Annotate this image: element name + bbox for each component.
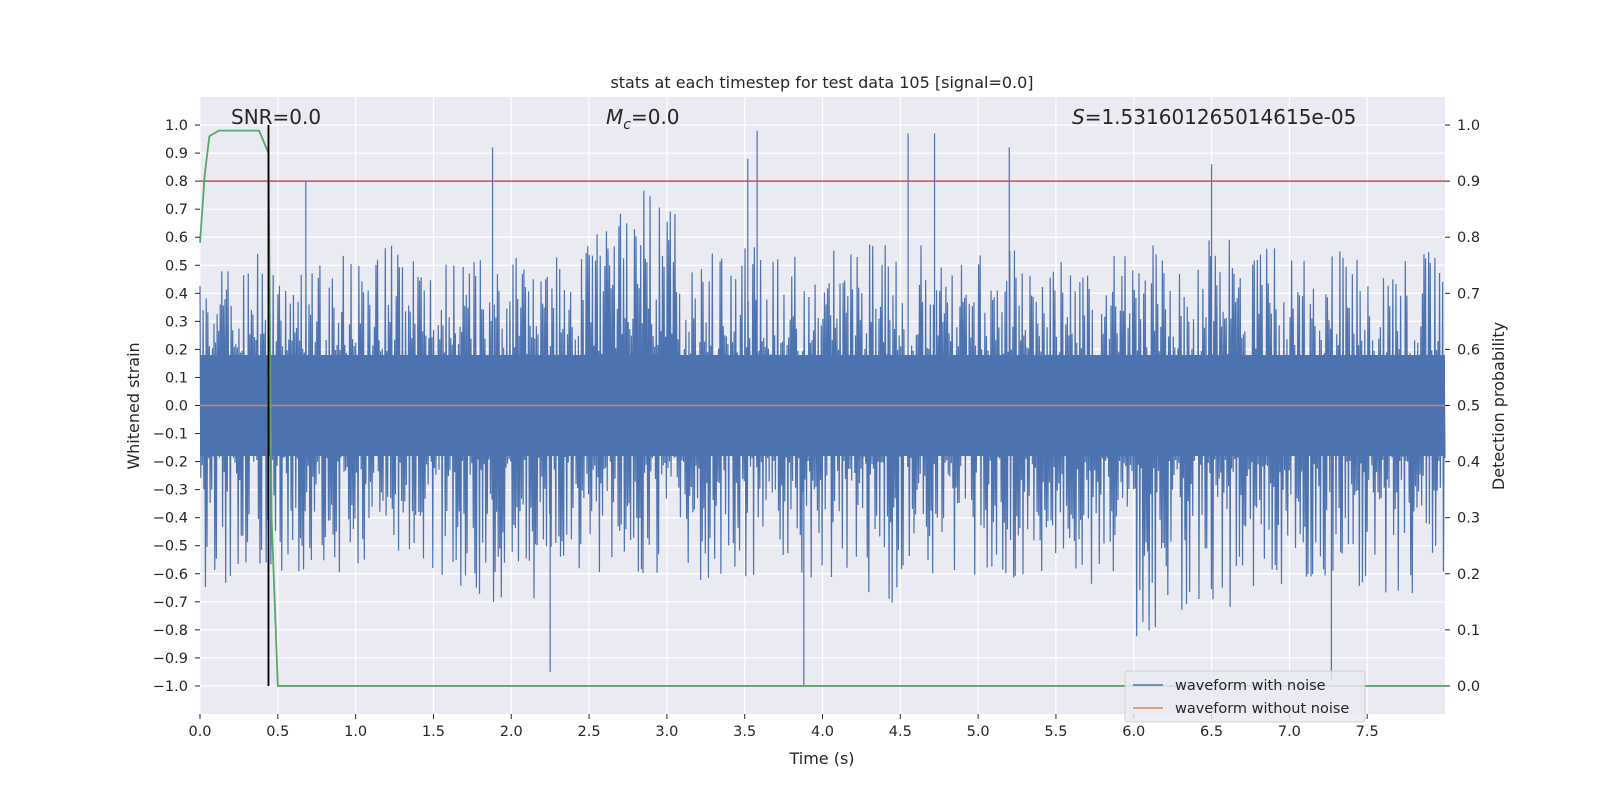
y-tick-label: 0.9 [165,146,188,162]
probability-line [199,129,1445,687]
x-tick-label: 6.0 [1122,724,1145,740]
y2-tick-label: 0.8 [1457,230,1480,246]
legend-label-noise: waveform with noise [1175,678,1326,694]
x-tick-label: 7.5 [1356,724,1379,740]
x-tick-label: 7.0 [1278,724,1301,740]
y-tick-label: −0.4 [153,511,188,527]
y-tick-label: −0.7 [153,595,188,611]
y-tick-label: −0.2 [153,455,188,471]
y-tick-label: 0.4 [165,286,188,302]
x-tick-label: 2.5 [578,724,601,740]
y2-axis-label: Detection probability [1489,322,1508,490]
y2-tick-label: 0.0 [1457,679,1480,695]
y-tick-label: 0.3 [165,314,188,330]
y2-tick-label: 0.3 [1457,511,1480,527]
legend-box [1124,670,1366,723]
x-tick-label: 2.0 [500,724,523,740]
y-tick-label: −0.3 [153,483,188,499]
chirp-mass-subscript: c [623,117,631,133]
x-tick-label: 1.5 [422,724,445,740]
y-tick-label: −0.8 [153,623,188,639]
y2-tick-label: 0.7 [1457,286,1480,302]
chart-title: stats at each timestep for test data 105… [610,73,1033,92]
x-tick-label: 3.0 [655,724,678,740]
s-symbol: S [1072,105,1085,129]
y-tick-label: −0.6 [153,567,188,583]
y-tick-label: 0.5 [165,258,188,274]
legend-label-clean: waveform without noise [1175,701,1349,717]
x-tick-label: 3.5 [733,724,756,740]
chirp-mass-annotation: Mc=0.0 [606,105,680,133]
y-tick-label: 0.7 [165,202,188,218]
y-axis-ticks: 1.0 0.9 0.8 0.7 0.6 0.5 0.4 0.3 0.2 0.1 0.0 −0.1 −0.… [153,118,200,695]
s-value: =1.531601265014615e-05 [1085,105,1357,129]
y-tick-label: 0.0 [165,399,188,415]
x-axis-ticks: 0.0 0.5 1.0 1.5 2.0 2.5 3.0 3.5 4.0 4.5 5.0 5.5 6.0 6… [188,714,1379,740]
y-tick-label: −0.1 [153,427,188,443]
x-tick-label: 5.5 [1044,724,1067,740]
y2-tick-label: 0.4 [1457,455,1480,471]
x-tick-label: 0.5 [266,724,289,740]
y2-axis-ticks: 1.0 0.9 0.8 0.7 0.6 0.5 0.4 0.3 0.2 0.1 0.0 [1445,118,1480,695]
chirp-mass-value: =0.0 [631,105,680,129]
y-tick-label: 0.8 [165,174,188,190]
noise-line [199,130,1446,686]
y-tick-label: 0.2 [165,342,188,358]
detection-probability-series [199,129,1445,687]
y2-tick-label: 0.9 [1457,174,1480,190]
y-tick-label: −1.0 [153,679,188,695]
y-tick-label: 0.1 [165,370,188,386]
s-annotation: S=1.531601265014615e-05 [1072,105,1356,129]
y-axis-label: Whitened strain [124,342,143,469]
x-tick-label: 4.0 [811,724,834,740]
y-tick-label: 0.6 [165,230,188,246]
x-tick-label: 0.0 [188,724,211,740]
y2-tick-label: 0.6 [1457,342,1480,358]
y-tick-label: −0.9 [153,651,188,667]
y-tick-label: −0.5 [153,539,188,555]
x-axis-label: Time (s) [788,749,854,768]
legend: waveform with noise waveform without noi… [1124,670,1366,723]
x-tick-label: 1.0 [344,724,367,740]
y2-tick-label: 0.5 [1457,399,1480,415]
x-tick-label: 4.5 [889,724,912,740]
x-tick-label: 6.5 [1200,724,1223,740]
y2-tick-label: 0.2 [1457,567,1480,583]
y2-tick-label: 1.0 [1457,118,1480,134]
x-tick-label: 5.0 [967,724,990,740]
snr-annotation: SNR=0.0 [231,105,321,129]
chirp-mass-symbol: M [606,105,623,129]
y2-tick-label: 0.1 [1457,623,1480,639]
y-tick-label: 1.0 [165,118,188,134]
